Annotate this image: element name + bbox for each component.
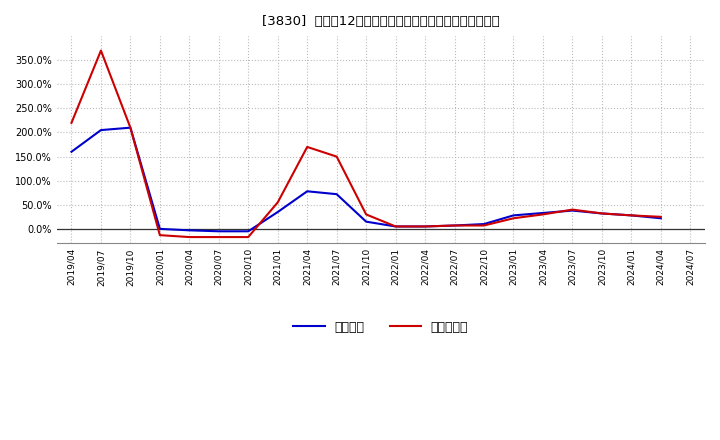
当期純利益 [539,212,547,217]
当期純利益 [215,235,223,240]
Line: 経常利益: 経常利益 [71,128,661,231]
当期純利益 [362,212,371,217]
当期純利益 [126,125,135,130]
Line: 当期純利益: 当期純利益 [71,51,661,237]
Title: [3830]  利益だ12か月移動合計の対前年同期増減率の推移: [3830] 利益だ12か月移動合計の対前年同期増減率の推移 [262,15,500,28]
当期純利益 [391,224,400,229]
当期純利益 [244,235,253,240]
当期純利益 [568,207,577,212]
当期純利益 [96,48,105,53]
経常利益 [598,211,606,216]
当期純利益 [598,211,606,216]
当期純利益 [509,216,518,221]
経常利益 [627,213,636,218]
経常利益 [480,221,488,227]
経常利益 [657,216,665,221]
経常利益 [391,224,400,229]
経常利益 [333,191,341,197]
経常利益 [274,209,282,215]
当期純利益 [303,144,312,150]
経常利益 [185,227,194,233]
当期純利益 [480,223,488,228]
経常利益 [539,210,547,216]
当期純利益 [627,213,636,218]
経常利益 [126,125,135,130]
当期純利益 [657,214,665,220]
経常利益 [450,223,459,228]
経常利益 [509,213,518,218]
当期純利益 [156,232,164,238]
当期純利益 [333,154,341,159]
経常利益 [67,149,76,154]
当期純利益 [420,224,429,229]
経常利益 [244,229,253,234]
Legend: 経常利益, 当期純利益: 経常利益, 当期純利益 [289,316,473,339]
経常利益 [215,229,223,234]
経常利益 [96,128,105,133]
経常利益 [568,208,577,213]
当期純利益 [67,120,76,125]
経常利益 [420,224,429,229]
経常利益 [303,189,312,194]
当期純利益 [450,223,459,228]
経常利益 [362,219,371,224]
経常利益 [156,226,164,231]
当期純利益 [185,235,194,240]
当期純利益 [274,200,282,205]
